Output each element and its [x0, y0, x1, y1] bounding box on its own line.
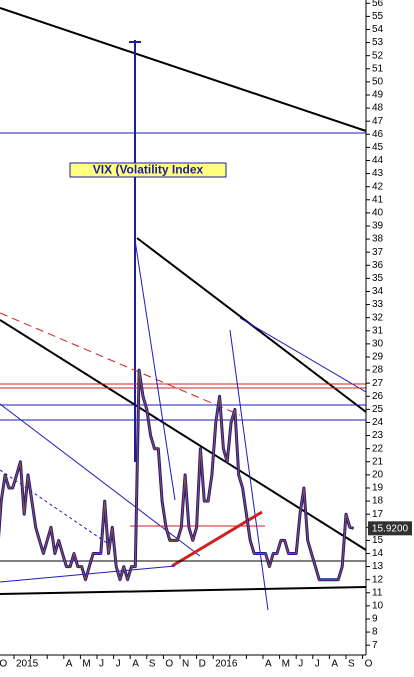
- y-tick-label: 50: [372, 77, 384, 88]
- y-tick-label: 48: [372, 103, 384, 114]
- y-tick-label: 25: [372, 404, 384, 415]
- trend-line: [0, 586, 367, 595]
- y-tick-label: 20: [372, 470, 384, 481]
- x-tick-label: J: [298, 659, 303, 670]
- y-tick-label: 13: [372, 561, 384, 572]
- x-tick-label: A: [132, 659, 139, 670]
- y-tick-label: 47: [372, 116, 384, 127]
- trend-line: [229, 329, 269, 611]
- trend-line: [0, 7, 367, 132]
- y-tick-label: 40: [372, 208, 384, 219]
- last-price-label: 15.9200: [372, 523, 409, 534]
- x-tick-label: O: [0, 659, 7, 670]
- y-tick-label: 21: [372, 456, 384, 467]
- y-tick-label: 29: [372, 352, 384, 363]
- y-tick-label: 34: [372, 286, 384, 297]
- y-tick-label: 12: [372, 574, 384, 585]
- axis-panel: [0, 655, 414, 672]
- x-tick-label: S: [149, 659, 156, 670]
- y-tick-label: 15: [372, 535, 384, 546]
- y-tick-label: 54: [372, 24, 384, 35]
- y-tick-label: 33: [372, 299, 384, 310]
- x-tick-label: D: [199, 659, 206, 670]
- y-tick-label: 23: [372, 430, 384, 441]
- y-tick-label: 56: [372, 0, 384, 9]
- x-tick-label: J: [116, 659, 121, 670]
- trend-line: [0, 312, 241, 416]
- y-tick-label: 37: [372, 247, 384, 258]
- y-tick-label: 44: [372, 155, 384, 166]
- y-tick-label: 31: [372, 325, 384, 336]
- y-tick-label: 38: [372, 234, 384, 245]
- y-tick-label: 42: [372, 181, 384, 192]
- x-tick-label: 2016: [215, 659, 238, 670]
- x-tick-label: A: [331, 659, 338, 670]
- y-tick-label: 17: [372, 509, 384, 520]
- y-tick-label: 35: [372, 273, 384, 284]
- x-tick-label: J: [315, 659, 320, 670]
- trend-line: [0, 469, 111, 546]
- y-tick-label: 36: [372, 260, 384, 271]
- y-tick-label: 10: [372, 601, 384, 612]
- y-tick-label: 55: [372, 11, 384, 22]
- x-tick-label: N: [182, 659, 189, 670]
- x-tick-label: A: [265, 659, 272, 670]
- y-tick-label: 19: [372, 483, 384, 494]
- x-tick-label: S: [348, 659, 355, 670]
- y-tick-label: 51: [372, 63, 384, 74]
- close-line: [0, 370, 354, 582]
- y-tick-label: 28: [372, 365, 384, 376]
- trend-line: [134, 239, 176, 501]
- y-tick-label: 32: [372, 312, 384, 323]
- y-tick-label: 53: [372, 37, 384, 48]
- y-tick-label: 9: [372, 614, 378, 625]
- y-tick-label: 7: [372, 640, 378, 651]
- y-tick-label: 24: [372, 417, 384, 428]
- last-price-box: [368, 521, 412, 536]
- chart-title: VIX (Volatility Index: [93, 163, 204, 177]
- y-tick-label: 46: [372, 129, 384, 140]
- plot: [0, 368, 355, 582]
- y-tick-label: 18: [372, 496, 384, 507]
- y-tick-label: 26: [372, 391, 384, 402]
- trend-line: [239, 317, 367, 393]
- y-tick-label: 43: [372, 168, 384, 179]
- y-tick-label: 14: [372, 548, 384, 559]
- x-tick-label: O: [365, 659, 373, 670]
- title-box: [69, 162, 227, 178]
- x-tick-label: M: [282, 659, 290, 670]
- y-tick-label: 30: [372, 339, 384, 350]
- x-tick-label: 2015: [16, 659, 39, 670]
- y-tick-label: 22: [372, 443, 384, 454]
- y-tick-label: 45: [372, 142, 384, 153]
- y-tick-label: 27: [372, 378, 384, 389]
- y-tick-label: 41: [372, 194, 384, 205]
- y-tick-label: 49: [372, 90, 384, 101]
- y-tick-label: 39: [372, 221, 384, 232]
- x-tick-label: J: [99, 659, 104, 670]
- y-tick-label: 11: [372, 587, 383, 598]
- x-tick-label: M: [82, 659, 90, 670]
- x-tick-label: A: [66, 659, 73, 670]
- y-tick-label: 8: [372, 627, 378, 638]
- axis-panel: [366, 0, 414, 672]
- y-tick-label: 52: [372, 50, 384, 61]
- x-tick-label: O: [165, 659, 173, 670]
